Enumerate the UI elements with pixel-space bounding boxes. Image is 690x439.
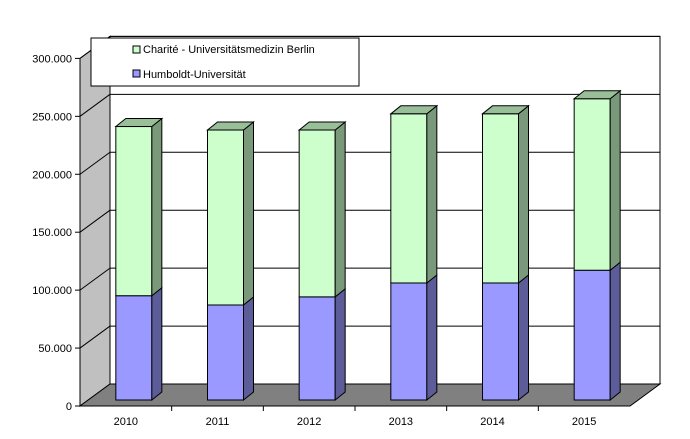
- bar-humboldt-2013-side: [426, 273, 438, 402]
- bar-charite-2012-side: [334, 120, 346, 298]
- gridline-side: [79, 209, 111, 233]
- legend-label-charite: Charité - Universitätsmedizin Berlin: [143, 44, 315, 56]
- bar-charite-2013: [389, 104, 439, 285]
- bar-humboldt-2011-side: [243, 295, 254, 402]
- bar-charite-2014-side: [518, 104, 529, 285]
- bar-humboldt-2014-front: [482, 282, 519, 401]
- x-tick-label: 2010: [114, 416, 138, 428]
- bar-charite-2011-top: [206, 121, 255, 131]
- legend-swatch-humboldt: [132, 69, 141, 78]
- x-tick-label: 2013: [389, 416, 413, 428]
- gridline-side: [79, 151, 111, 175]
- bar-charite-2012: [297, 120, 347, 298]
- bar-charite-2012-front: [298, 129, 336, 298]
- bar-charite-2014-front: [482, 113, 519, 284]
- bar-stack-2010: [114, 117, 164, 402]
- bar-humboldt-2010-front: [115, 295, 153, 401]
- x-tick-label: 2011: [206, 416, 230, 428]
- bar-humboldt-2010-side: [151, 286, 163, 402]
- bar-stack-2014: [481, 104, 530, 402]
- bar-charite-2010-front: [115, 126, 153, 297]
- x-tick-label: 2015: [572, 416, 596, 428]
- bar-charite-2010-side: [151, 117, 163, 297]
- bar-charite-2013-side: [426, 104, 438, 285]
- bar-charite-2015-top: [572, 90, 622, 100]
- chart-walls: [78, 35, 662, 407]
- bar-humboldt-2013-front: [390, 282, 428, 401]
- y-tick-label: 150.000: [32, 227, 72, 239]
- bar-charite-2012-top: [297, 121, 347, 131]
- bar-stack-2013: [389, 104, 439, 402]
- bar-humboldt-2015-side: [609, 261, 621, 402]
- bar-humboldt-2011: [207, 295, 254, 402]
- y-axis-ticks: 0 50.000 100.000 150.000 200.000 250.000 300.0…: [32, 53, 81, 413]
- bar-stack-2015: [572, 89, 622, 402]
- bar-charite-2011-front: [207, 129, 244, 306]
- gridlines: [79, 35, 660, 349]
- legend-swatch-charite: [132, 45, 141, 54]
- floor: [78, 383, 662, 407]
- bar-charite-2015-front: [573, 98, 611, 271]
- bar-humboldt-2015-front: [573, 269, 611, 401]
- bar-humboldt-2015: [573, 261, 621, 402]
- bar-humboldt-2014: [482, 273, 529, 402]
- bar-charite-2014: [481, 104, 530, 285]
- bar-charite-2015-side: [609, 89, 621, 272]
- y-tick-label: 100.000: [32, 285, 72, 297]
- bar-charite-2013-top: [389, 105, 439, 115]
- bar-humboldt-2012-front: [298, 296, 336, 401]
- y-tick-label: 200.000: [32, 169, 72, 181]
- bar-humboldt-2012: [298, 287, 346, 402]
- legend-label-humboldt: Humboldt-Universität: [143, 69, 246, 81]
- y-tick-label: 250.000: [32, 111, 72, 123]
- bar-humboldt-2014-side: [518, 273, 529, 402]
- x-tick-label: 2014: [480, 416, 504, 428]
- bar-charite-2010: [114, 117, 164, 297]
- y-tick-label: 300.000: [32, 53, 72, 65]
- bar-stack-2011: [206, 120, 255, 402]
- x-tick-label: 2012: [297, 416, 321, 428]
- gridline-side: [79, 325, 111, 349]
- y-tick-label: 0: [66, 401, 72, 413]
- gridline-side: [79, 93, 111, 117]
- bar-charite-2015: [572, 89, 622, 272]
- bar-charite-2011-side: [243, 120, 254, 307]
- bar-charite-2013-front: [390, 113, 428, 284]
- bar-humboldt-2011-front: [207, 304, 244, 401]
- bar-humboldt-2010: [115, 286, 163, 402]
- bar-charite-2010-top: [114, 118, 164, 128]
- bar-stack-2012: [297, 120, 347, 402]
- bars: [114, 89, 622, 402]
- gridline-side: [79, 267, 111, 291]
- legend: Charité - Universitätsmedizin Berlin Hum…: [90, 37, 360, 87]
- y-tick-label: 50.000: [38, 343, 72, 355]
- x-axis-ticks: 2010 2011 2012 2013 2014 2015: [80, 405, 630, 428]
- bar-humboldt-2012-side: [334, 287, 346, 402]
- bar-charite-2011: [206, 120, 255, 307]
- bar-charite-2014-top: [481, 105, 530, 115]
- bar-humboldt-2013: [390, 273, 438, 402]
